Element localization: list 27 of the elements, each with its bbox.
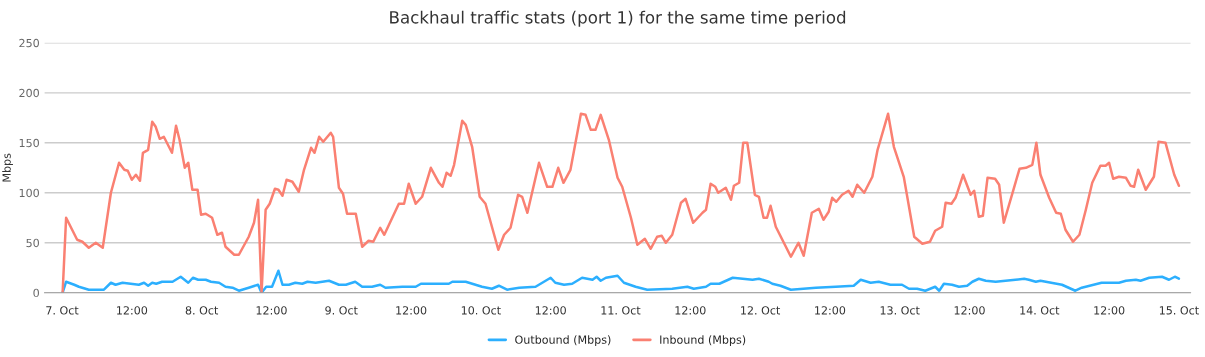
x-tick-label: 8. Oct bbox=[185, 306, 219, 315]
y-tick-label: 50 bbox=[26, 238, 39, 248]
x-tick-label: 12:00 bbox=[815, 306, 846, 315]
x-tick-label: 11. Oct bbox=[601, 306, 641, 315]
x-tick-label: 12:00 bbox=[954, 306, 985, 315]
x-tick-label: 13. Oct bbox=[880, 306, 920, 315]
legend-label: Inbound (Mbps) bbox=[660, 335, 746, 346]
x-tick-label: 12:00 bbox=[675, 306, 706, 315]
x-tick-label: 10. Oct bbox=[461, 306, 501, 315]
x-tick-label: 12:00 bbox=[117, 306, 148, 315]
x-tick-label: 12:00 bbox=[535, 306, 566, 315]
y-tick-label: 100 bbox=[19, 188, 39, 198]
y-tick-label: 250 bbox=[19, 38, 39, 48]
x-tick-label: 12:00 bbox=[256, 306, 287, 315]
x-tick-label: 12. Oct bbox=[741, 306, 781, 315]
y-tick-label: 200 bbox=[19, 88, 39, 98]
x-tick-label: 12:00 bbox=[396, 306, 427, 315]
x-tick-label: 15. Oct bbox=[1159, 306, 1199, 315]
y-axis-title: Mbps bbox=[2, 153, 13, 182]
x-tick-label: 7. Oct bbox=[46, 306, 79, 315]
x-tick-label: 14. Oct bbox=[1020, 306, 1060, 315]
y-tick-label: 150 bbox=[19, 138, 39, 148]
legend-label: Outbound (Mbps) bbox=[515, 335, 611, 346]
x-tick-label: 9. Oct bbox=[325, 306, 358, 315]
y-tick-label: 0 bbox=[33, 288, 39, 298]
x-tick-label: 12:00 bbox=[1094, 306, 1125, 315]
chart-title: Backhaul traffic stats (port 1) for the same time period bbox=[390, 10, 846, 27]
